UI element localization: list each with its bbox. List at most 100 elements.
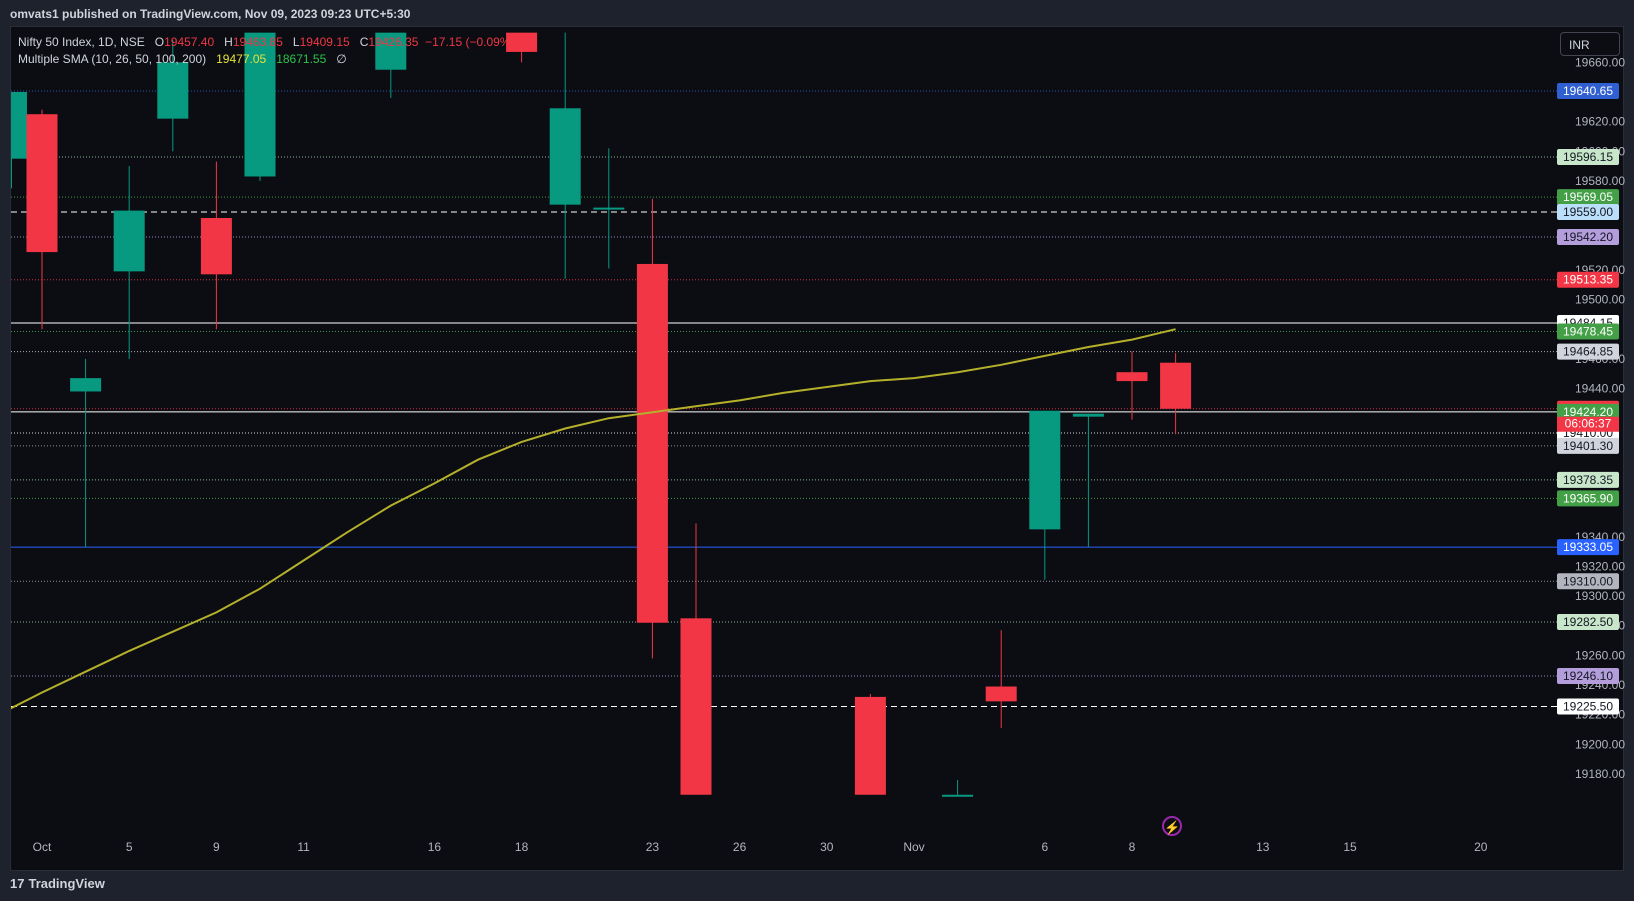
candle-body-18 (1116, 372, 1148, 382)
level-label-bg-13 (1557, 471, 1619, 488)
level-label-15: 19333.05 (1563, 540, 1613, 554)
candle-body-10 (593, 207, 625, 210)
level-label-7: 19478.45 (1563, 324, 1613, 338)
candle-body-7 (375, 32, 407, 70)
candle-body-4 (157, 62, 189, 119)
close-label: C (359, 35, 369, 49)
level-label-bg-18 (1557, 667, 1619, 684)
time-tick-0: Oct (33, 840, 52, 854)
price-tick-9: 19440.00 (1575, 382, 1625, 396)
level-label-bg-17 (1557, 614, 1619, 631)
candle-body-5 (200, 217, 232, 275)
time-tick-9: Nov (903, 840, 924, 854)
sma-value-1: 19477.05 (216, 52, 267, 66)
price-tick-15: 19620.00 (1575, 115, 1625, 129)
level-label-3: 19559.00 (1563, 205, 1613, 219)
time-tick-13: 15 (1343, 840, 1357, 854)
level-label-4: 19542.20 (1563, 230, 1613, 244)
publisher-text: omvats1 published on TradingView.com, No… (10, 7, 411, 21)
lightning-icon[interactable]: ⚡ (1162, 816, 1182, 836)
brand-text: TradingView (28, 876, 105, 891)
price-tick-16: 19660.00 (1575, 55, 1625, 69)
time-tick-14: 20 (1474, 840, 1488, 854)
level-label-19: 19225.50 (1563, 700, 1613, 714)
level-label-17: 19282.50 (1563, 615, 1613, 629)
candle-body-2 (70, 378, 102, 392)
high-value: 19463.85 (232, 35, 283, 49)
symbol-name[interactable]: Nifty 50 Index, 1D, NSE (18, 35, 145, 49)
level-label-8: 19464.85 (1563, 345, 1613, 359)
currency-button[interactable]: INR (1560, 32, 1620, 56)
close-value: 19426.35 (368, 35, 419, 49)
level-label-bg-4 (1557, 228, 1619, 245)
level-label-5: 19513.35 (1563, 273, 1613, 287)
level-label-bg-3 (1557, 204, 1619, 221)
countdown-bg (1557, 416, 1619, 432)
change-value: −17.15 (−0.09%) (425, 35, 515, 49)
legend-row-symbol: Nifty 50 Index, 1D, NSE O19457.40 H19463… (18, 34, 515, 51)
time-tick-8: 30 (820, 840, 834, 854)
time-tick-1: 5 (126, 840, 133, 854)
candle-body-0 (11, 91, 27, 159)
level-label-2: 19569.05 (1563, 190, 1613, 204)
time-tick-12: 13 (1256, 840, 1270, 854)
plot-layer (11, 32, 1557, 797)
price-tick-4: 19260.00 (1575, 648, 1625, 662)
chart-legend: Nifty 50 Index, 1D, NSE O19457.40 H19463… (18, 34, 515, 68)
legend-row-indicator: Multiple SMA (10, 26, 50, 100, 200) 1947… (18, 51, 515, 68)
candle-body-1 (26, 114, 58, 253)
time-tick-7: 26 (733, 840, 747, 854)
level-label-bg-8 (1557, 343, 1619, 360)
level-label-0: 19640.65 (1563, 84, 1613, 98)
candle-body-9 (549, 108, 581, 205)
level-label-bg-19 (1557, 698, 1619, 715)
candle-body-6 (244, 32, 276, 177)
level-label-12: 19401.30 (1563, 439, 1613, 453)
time-tick-6: 23 (646, 840, 660, 854)
level-label-bg-1 (1557, 148, 1619, 165)
level-label-16: 19310.00 (1563, 574, 1613, 588)
time-tick-10: 6 (1041, 840, 1048, 854)
top-bar: omvats1 published on TradingView.com, No… (0, 0, 1634, 26)
level-label-bg-0 (1557, 83, 1619, 99)
level-label-1: 19596.15 (1563, 150, 1613, 164)
price-tick-11: 19500.00 (1575, 293, 1625, 307)
level-label-bg-2 (1557, 189, 1619, 206)
level-label-bg-16 (1557, 573, 1619, 590)
time-tick-2: 9 (213, 840, 220, 854)
price-tick-13: 19580.00 (1575, 174, 1625, 188)
level-label-13: 19378.35 (1563, 473, 1613, 487)
level-label-10: 19424.20 (1563, 405, 1613, 419)
open-value: 19457.40 (164, 35, 215, 49)
low-value: 19409.15 (299, 35, 350, 49)
candle-body-15 (985, 686, 1017, 702)
candle-body-14 (942, 794, 974, 797)
price-tick-0: 19180.00 (1575, 767, 1625, 781)
sma-value-2: 18671.55 (276, 52, 327, 66)
sma-value-3: ∅ (336, 52, 347, 66)
price-tick-1: 19200.00 (1575, 737, 1625, 751)
tradingview-logo-icon: 17 (10, 876, 25, 891)
candle-body-12 (680, 618, 712, 795)
level-label-bg-5 (1557, 271, 1619, 288)
low-label: L (292, 35, 300, 49)
price-tick-6: 19300.00 (1575, 589, 1625, 603)
chart-area[interactable] (10, 26, 1624, 871)
level-label-bg-15 (1557, 539, 1619, 556)
candle-body-8 (506, 32, 538, 52)
candle-body-3 (113, 210, 145, 272)
candle-body-11 (636, 263, 668, 623)
candle-body-16 (1029, 410, 1061, 530)
candle-body-13 (854, 696, 886, 795)
level-label-18: 19246.10 (1563, 669, 1613, 683)
time-tick-5: 18 (515, 840, 529, 854)
indicator-name[interactable]: Multiple SMA (10, 26, 50, 100, 200) (18, 52, 207, 66)
candle-body-17 (1072, 413, 1104, 417)
time-tick-3: 11 (297, 840, 310, 854)
level-label-14: 19365.90 (1563, 491, 1613, 505)
sma-line (11, 328, 1176, 710)
high-label: H (224, 35, 233, 49)
open-label: O (154, 35, 165, 49)
candle-body-19 (1160, 362, 1192, 409)
